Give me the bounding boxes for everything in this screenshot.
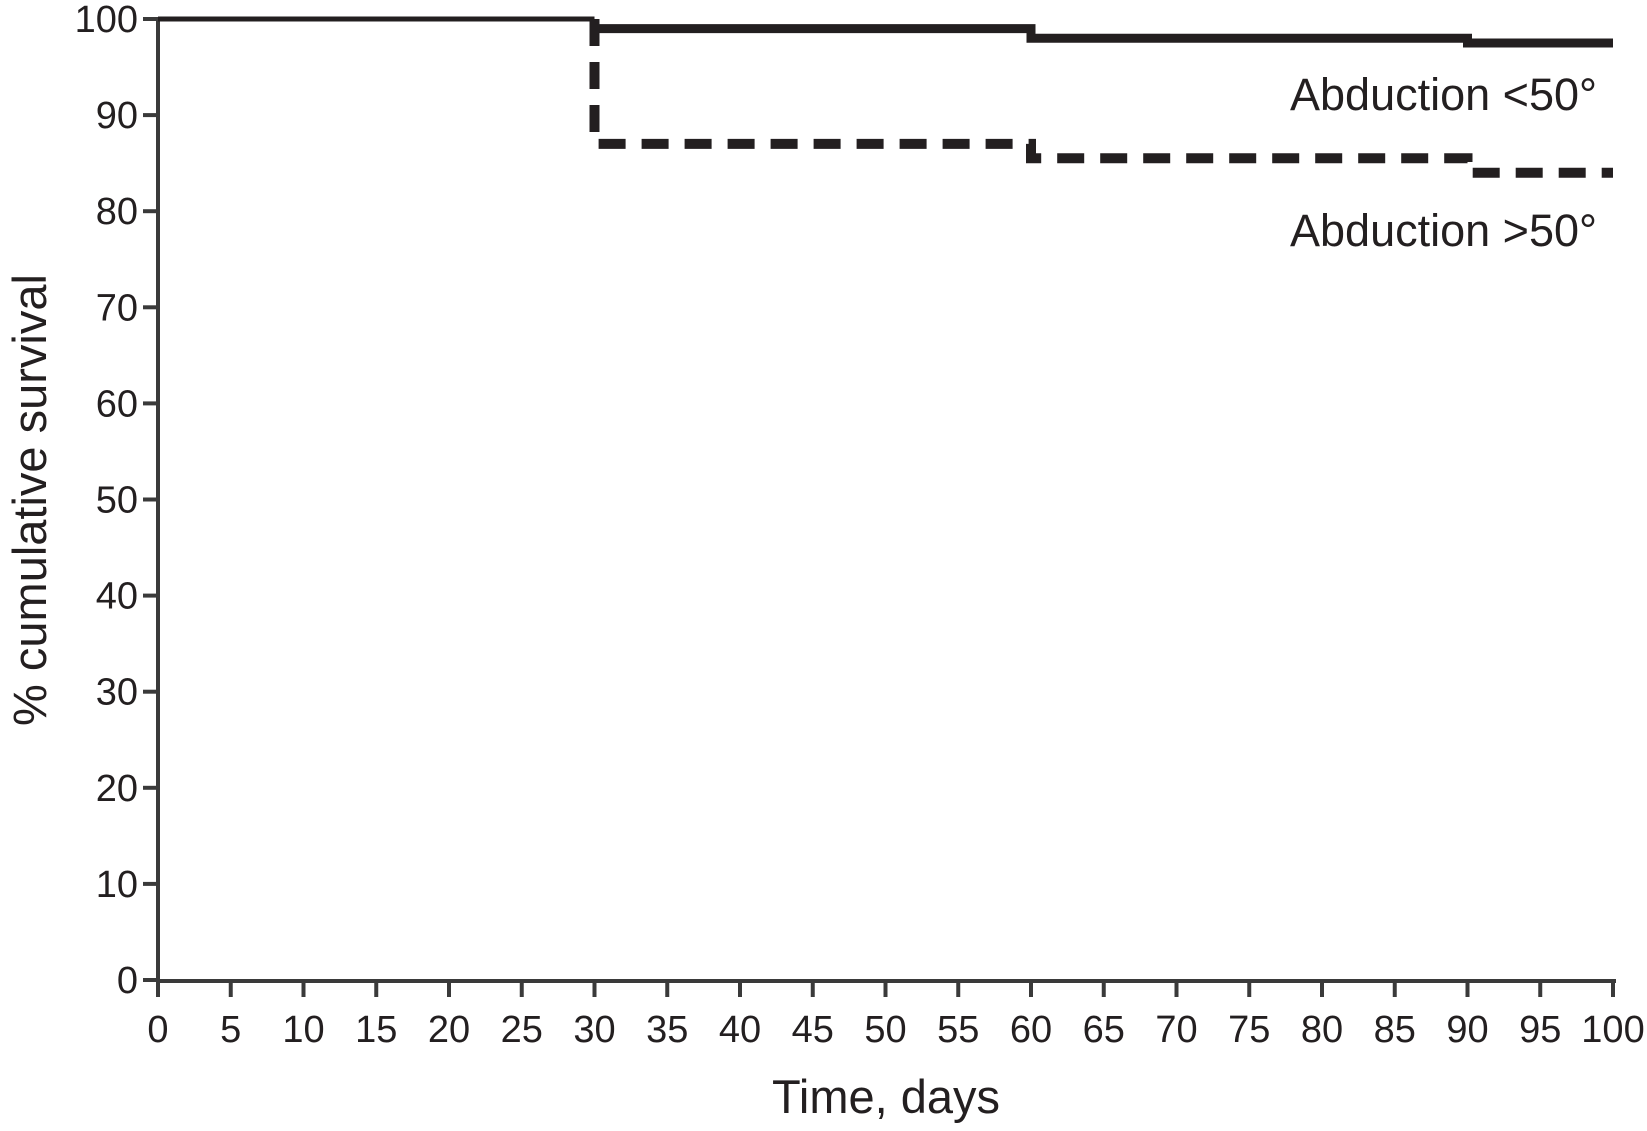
- axes: [156, 17, 1616, 983]
- y-tick-label: 30: [96, 672, 138, 714]
- y-tick-label: 70: [96, 287, 138, 329]
- x-tick-labels: 0 5 10 15 20 25 30 35 40 45 50 55 60 65 70 75 80 85 90 95 10…: [147, 1009, 1644, 1051]
- legend: Abduction <50° Abduction >50°: [1290, 69, 1597, 256]
- x-tick-label: 25: [501, 1009, 543, 1051]
- x-tick-label: 55: [937, 1009, 979, 1051]
- x-tick-label: 0: [147, 1009, 168, 1051]
- series-line-solid: [590, 19, 1613, 48]
- x-tick-label: 70: [1155, 1009, 1197, 1051]
- x-tick-label: 100: [1581, 1009, 1644, 1051]
- x-tick-label: 45: [792, 1009, 834, 1051]
- x-tick-label: 5: [220, 1009, 241, 1051]
- y-tick-label: 90: [96, 95, 138, 137]
- y-tick-label: 0: [117, 960, 138, 1002]
- x-tick-label: 15: [355, 1009, 397, 1051]
- x-tick-label: 80: [1301, 1009, 1343, 1051]
- x-tick-label: 50: [864, 1009, 906, 1051]
- x-tick-label: 60: [1010, 1009, 1052, 1051]
- x-tick-label: 65: [1083, 1009, 1125, 1051]
- y-tick-labels: 0 10 20 30 40 50 60 70 80 90 100: [75, 0, 138, 1002]
- x-tick-label: 40: [719, 1009, 761, 1051]
- y-tick-label: 20: [96, 768, 138, 810]
- series-line-dashed: [589, 19, 1613, 178]
- y-tick-label: 100: [75, 0, 138, 41]
- x-tick-label: 95: [1519, 1009, 1561, 1051]
- x-axis-title: Time, days: [772, 1070, 1000, 1123]
- y-tick-label: 80: [96, 191, 138, 233]
- y-tick-label: 10: [96, 864, 138, 906]
- legend-label-series-1: Abduction >50°: [1290, 205, 1597, 256]
- curves: [158, 16, 1613, 178]
- y-axis-title: % cumulative survival: [3, 274, 56, 726]
- x-tick-label: 90: [1446, 1009, 1488, 1051]
- y-tick-label: 60: [96, 383, 138, 425]
- x-tick-label: 20: [428, 1009, 470, 1051]
- x-tick-label: 75: [1228, 1009, 1270, 1051]
- x-tick-label: 30: [573, 1009, 615, 1051]
- y-tick-label: 50: [96, 480, 138, 522]
- x-tick-label: 35: [646, 1009, 688, 1051]
- x-tick-label: 10: [282, 1009, 324, 1051]
- legend-label-series-0: Abduction <50°: [1290, 69, 1597, 120]
- y-tick-label: 40: [96, 576, 138, 618]
- y-ticks: [143, 17, 157, 982]
- x-tick-label: 85: [1374, 1009, 1416, 1051]
- x-ticks: [156, 982, 1615, 997]
